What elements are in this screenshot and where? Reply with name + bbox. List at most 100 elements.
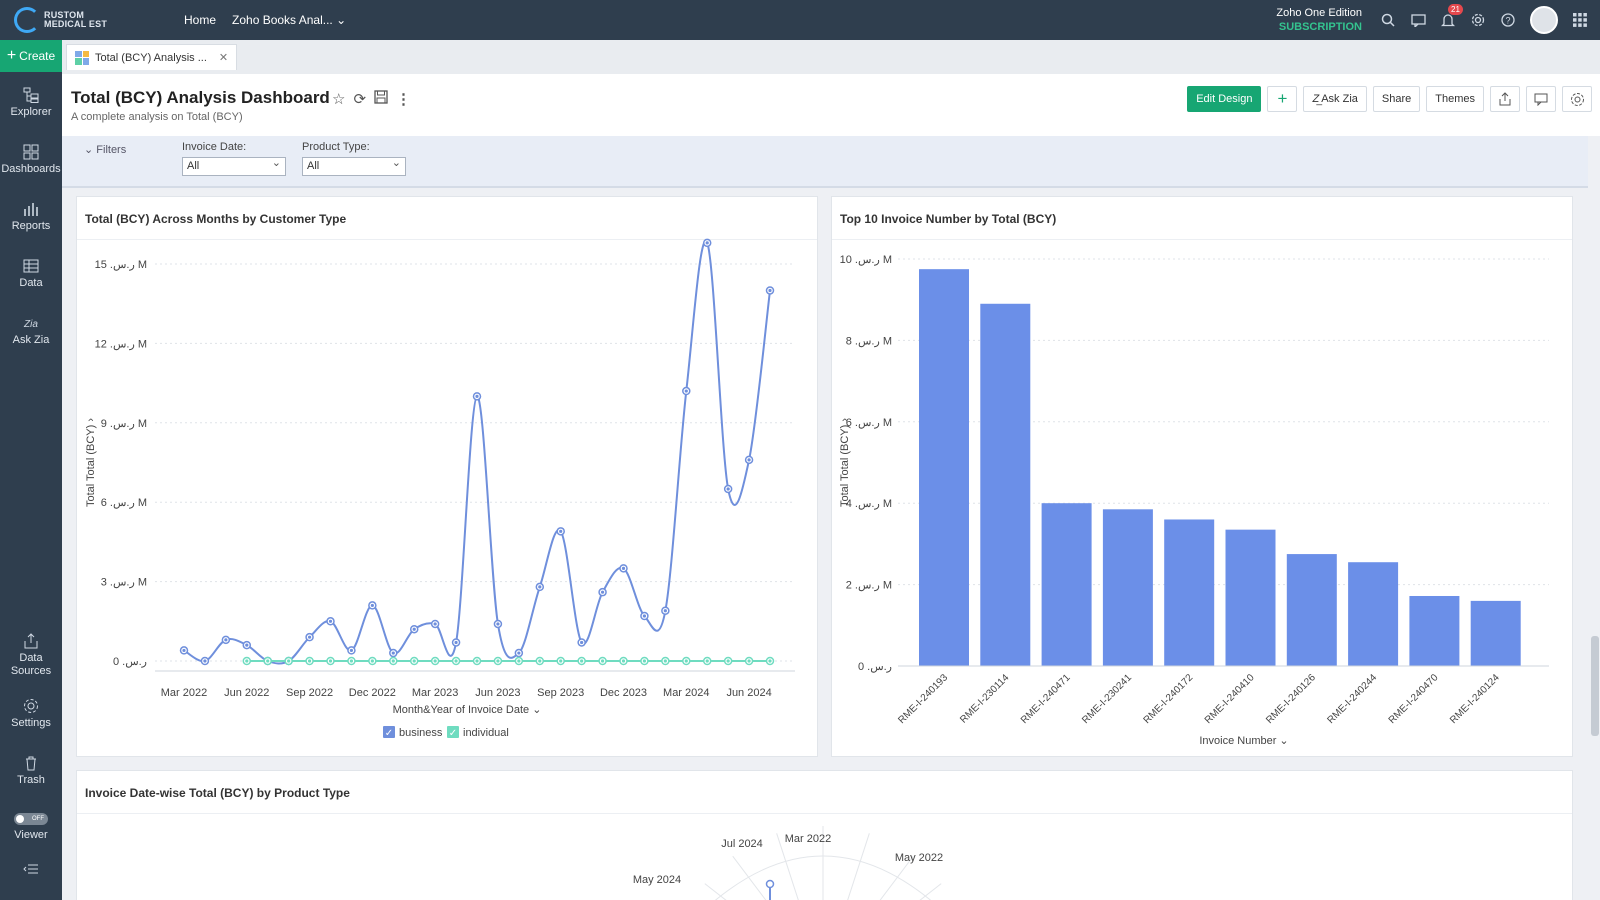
data-point-core-business (705, 241, 709, 245)
themes-button[interactable]: Themes (1426, 86, 1484, 112)
tab-bar: Total (BCY) Analysis ... ✕ (62, 40, 1600, 74)
x-tick-label: RME-I-240410 (1203, 672, 1257, 726)
sidebar-item-viewer[interactable]: OFF Viewer (0, 813, 62, 841)
sidebar-item-dashboards[interactable]: Dashboards (0, 143, 62, 175)
legend-label-individual: individual (463, 727, 509, 739)
refresh-icon[interactable]: ⟳ (353, 91, 367, 108)
sidebar-item-data[interactable]: Data (0, 257, 62, 289)
comments-icon[interactable] (1526, 86, 1556, 112)
close-tab-icon[interactable]: ✕ (218, 52, 229, 64)
save-icon[interactable] (374, 90, 388, 108)
legend-label-business: business (399, 727, 443, 739)
product-type-select[interactable]: All (302, 155, 406, 176)
data-point-core-business (454, 640, 458, 645)
line-chart[interactable]: 0 .ر.س 3 .ر.س M 6 .ر.س M 9 .ر.س M 12 .ر.س M 1… (77, 197, 819, 758)
radar-spoke (919, 883, 942, 900)
collapse-sidebar-icon[interactable] (0, 862, 62, 878)
filters-toggle[interactable]: ⌄ Filters (84, 143, 126, 156)
viewer-toggle-state: OFF (32, 816, 44, 822)
more-options-icon[interactable]: ⋮ (396, 91, 412, 108)
series-line-business (183, 240, 771, 665)
scrollbar-thumb[interactable] (1591, 636, 1599, 736)
data-point-core-business (538, 585, 542, 589)
y-tick-label: 15 .ر.س M (95, 259, 147, 271)
data-point-core-business (517, 651, 521, 655)
bar-chart-title: Top 10 Invoice Number by Total (BCY) (840, 212, 1057, 226)
bar-RME-I-240471 (1041, 503, 1092, 666)
user-avatar[interactable] (1530, 6, 1558, 34)
sidebar-item-data-sources[interactable]: Data Sources (0, 632, 62, 678)
nav-home[interactable]: Home (184, 13, 217, 27)
ask-zia-button[interactable]: Z͟ Ask Zia (1303, 86, 1367, 112)
bar-RME-I-240193 (919, 269, 969, 666)
radar-spoke (879, 855, 914, 900)
sidebar-item-settings[interactable]: Settings (0, 697, 62, 729)
data-point-core-individual (621, 659, 626, 663)
y-tick-label: 0 .ر.س (113, 656, 147, 668)
data-point-core-business (684, 389, 688, 393)
radar-axis-label: May 2022 (895, 852, 943, 864)
data-point-core-individual (559, 659, 563, 663)
svg-text:?: ? (1505, 16, 1510, 26)
bar-RME-I-240410 (1225, 529, 1276, 666)
x-tick-label: RME-I-240172 (1142, 672, 1196, 726)
sidebar-item-explorer[interactable]: Explorer (0, 86, 62, 118)
create-button[interactable]: + Create (0, 40, 62, 72)
y-tick-label: 4 .ر.س M (846, 498, 892, 510)
bar-chart-card: Top 10 Invoice Number by Total (BCY) 0 .… (831, 196, 1573, 757)
radar-spoke (704, 883, 727, 900)
nav-workspace-label: Zoho Books Anal... (232, 13, 333, 27)
data-point-core-business (496, 622, 500, 626)
data-point-core-business (580, 640, 584, 645)
invoice-date-select[interactable]: All (182, 155, 286, 176)
bar-RME-I-230241 (1102, 509, 1153, 666)
help-icon[interactable]: ? (1500, 12, 1516, 28)
sidebar-item-trash[interactable]: Trash (0, 754, 62, 786)
data-point-core-individual (349, 659, 354, 663)
add-button[interactable]: + (1267, 86, 1298, 112)
x-axis-title: Invoice Number ⌄ (1199, 735, 1288, 747)
chat-icon[interactable] (1410, 12, 1426, 28)
edit-design-button[interactable]: Edit Design (1187, 86, 1262, 112)
radar-spoke (732, 855, 767, 900)
data-point-core-individual (705, 659, 709, 663)
checkmark-icon: ✓ (385, 728, 393, 739)
zia-icon: Z͟ (1312, 93, 1320, 105)
gear-icon[interactable] (1470, 12, 1486, 28)
title-actions: ☆ ⟳ ⋮ (332, 90, 411, 108)
nav-workspace-menu[interactable]: Zoho Books Anal... ⌄ (232, 13, 346, 27)
logo-line-2: MEDICAL EST (44, 19, 108, 29)
data-point-core-business (559, 529, 563, 533)
page-subtitle: A complete analysis on Total (BCY) (71, 111, 243, 123)
x-axis-title: Month&Year of Invoice Date ⌄ (393, 704, 542, 716)
x-tick-label: Dec 2023 (600, 687, 647, 699)
data-point-core-business (621, 566, 626, 570)
sidebar-item-reports[interactable]: Reports (0, 200, 62, 232)
radar-chart[interactable]: Jul 2024 Mar 2022 May 2022 May 2024 (77, 771, 1574, 900)
bar-chart[interactable]: 0 .ر.س 2 .ر.س M 4 .ر.س M 6 .ر.س M 8 .ر.س M 10… (832, 197, 1574, 758)
star-icon[interactable]: ☆ (332, 91, 346, 108)
apps-grid-icon[interactable] (1572, 12, 1588, 28)
notification-bell-icon[interactable]: 21 (1440, 4, 1463, 28)
sidebar-item-ask-zia[interactable]: Zia Ask Zia (0, 314, 62, 346)
sidebar-label-dashboards: Dashboards (1, 163, 61, 175)
x-tick-label: RME-I-230241 (1080, 672, 1134, 726)
data-point-core-business (182, 648, 186, 653)
dashboard-settings-icon[interactable] (1562, 86, 1592, 112)
subscription-link[interactable]: SUBSCRIPTION (1278, 21, 1362, 33)
data-point-core-individual (475, 659, 479, 663)
radar-chart-card: Invoice Date-wise Total (BCY) by Product… (76, 770, 1573, 900)
export-icon[interactable] (1490, 86, 1520, 112)
x-tick-label: Sep 2023 (537, 687, 584, 699)
tab-dashboard[interactable]: Total (BCY) Analysis ... ✕ (66, 44, 238, 70)
data-point-core-business (412, 627, 416, 631)
company-logo[interactable]: RUSTOM MEDICAL EST (14, 7, 164, 33)
data-point-core-business (642, 614, 647, 618)
share-button[interactable]: Share (1372, 86, 1421, 112)
bar-RME-I-240124 (1470, 600, 1521, 666)
viewer-toggle[interactable]: OFF (14, 813, 48, 825)
edition-info[interactable]: Zoho One Edition SUBSCRIPTION (1276, 6, 1362, 34)
page-scrollbar[interactable] (1588, 136, 1600, 900)
data-point-core-individual (454, 659, 458, 663)
search-icon[interactable] (1380, 12, 1396, 28)
